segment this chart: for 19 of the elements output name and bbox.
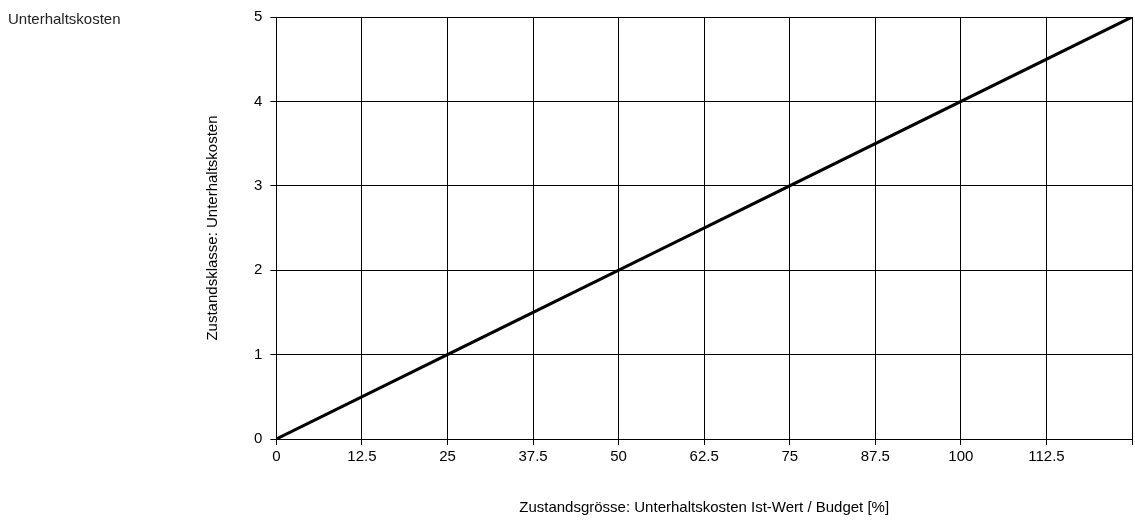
- x-axis-title: Zustandsgrösse: Unterhaltskosten Ist-Wert / Budget [%]: [519, 498, 890, 516]
- x-tick-label: 25: [439, 447, 456, 465]
- y-tick-label: 2: [254, 260, 263, 278]
- x-tick-label: 62.5: [689, 447, 719, 465]
- x-tick-label: 75: [781, 447, 799, 465]
- y-tick-label: 1: [254, 344, 263, 362]
- x-tick-label: 0: [272, 447, 281, 465]
- x-tick-label: 100: [948, 447, 974, 465]
- y-axis-title: Zustandsklasse: Unterhaltskosten: [203, 115, 221, 341]
- x-tick-label: 12.5: [347, 447, 377, 465]
- y-tick-label: 0: [254, 429, 263, 447]
- x-tick-label: 37.5: [518, 447, 548, 465]
- y-tick-label: 4: [254, 91, 263, 109]
- y-tick-label: 3: [254, 175, 263, 193]
- x-tick-label: 87.5: [860, 447, 890, 465]
- y-tick-label: 5: [254, 7, 263, 25]
- x-tick-label: 112.5: [1028, 447, 1065, 465]
- x-tick-label: 50: [610, 447, 627, 465]
- text: Unterhaltskosten: [8, 10, 121, 27]
